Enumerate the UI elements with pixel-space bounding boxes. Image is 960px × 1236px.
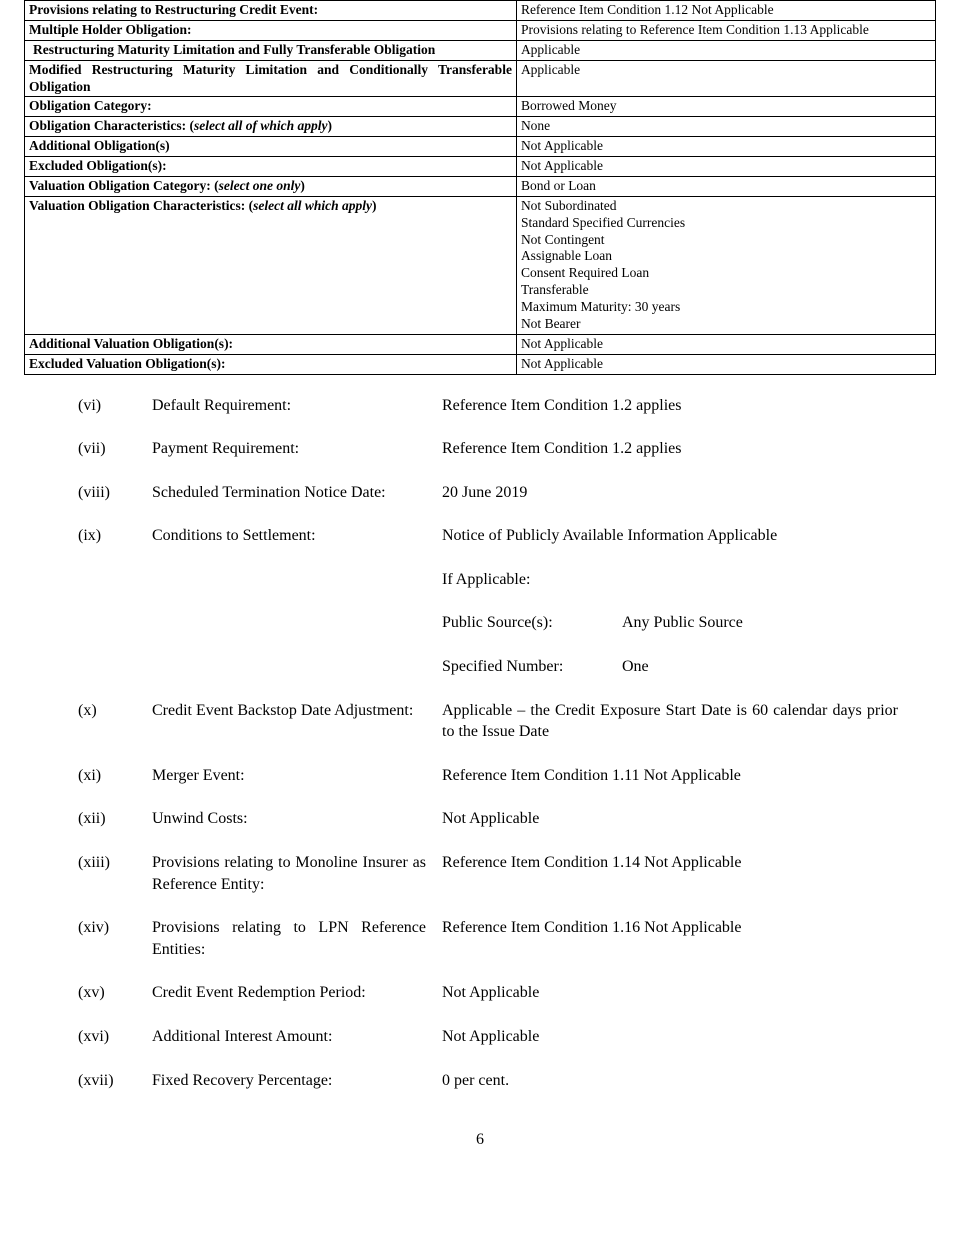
table-row: Additional Valuation Obligation(s):Not A…	[25, 334, 936, 354]
item-label: Unwind Costs:	[152, 808, 442, 830]
item-x: (x) Credit Event Backstop Date Adjustmen…	[78, 700, 898, 743]
item-viii: (viii) Scheduled Termination Notice Date…	[78, 482, 898, 504]
roman-numeral: (xiii)	[78, 852, 152, 895]
item-xv: (xv) Credit Event Redemption Period: Not…	[78, 982, 898, 1004]
row-value: Borrowed Money	[516, 97, 935, 117]
table-row: Provisions relating to Restructuring Cre…	[25, 1, 936, 21]
item-value: Reference Item Condition 1.16 Not Applic…	[442, 917, 898, 960]
row-value: Not Applicable	[516, 354, 935, 374]
item-label: Merger Event:	[152, 765, 442, 787]
roman-numeral: (xvi)	[78, 1026, 152, 1048]
item-value: Reference Item Condition 1.2 applies	[442, 395, 898, 417]
row-value: Reference Item Condition 1.12 Not Applic…	[516, 1, 935, 21]
table-row: Modified Restructuring Maturity Limitati…	[25, 60, 936, 97]
roman-numeral: (xii)	[78, 808, 152, 830]
item-label: Credit Event Redemption Period:	[152, 982, 442, 1004]
settlement-specified-number: Specified Number: One	[442, 656, 898, 678]
kv-value: Any Public Source	[622, 612, 743, 634]
row-label: Multiple Holder Obligation:	[25, 20, 517, 40]
row-value: Not Applicable	[516, 157, 935, 177]
items-section: (vi) Default Requirement: Reference Item…	[24, 395, 936, 1092]
obligation-table: Provisions relating to Restructuring Cre…	[24, 0, 936, 375]
row-label: Excluded Obligation(s):	[25, 157, 517, 177]
item-value: Not Applicable	[442, 982, 898, 1004]
item-xvi: (xvi) Additional Interest Amount: Not Ap…	[78, 1026, 898, 1048]
kv-key: Public Source(s):	[442, 612, 622, 634]
table-row: Valuation Obligation Category: (select o…	[25, 176, 936, 196]
roman-numeral: (xv)	[78, 982, 152, 1004]
table-row: Restructuring Maturity Limitation and Fu…	[25, 40, 936, 60]
table-row: Additional Obligation(s)Not Applicable	[25, 137, 936, 157]
item-value: Applicable – the Credit Exposure Start D…	[442, 700, 898, 743]
table-row: Obligation Category:Borrowed Money	[25, 97, 936, 117]
item-value: Reference Item Condition 1.2 applies	[442, 438, 898, 460]
item-value: Reference Item Condition 1.14 Not Applic…	[442, 852, 898, 895]
item-xi: (xi) Merger Event: Reference Item Condit…	[78, 765, 898, 787]
item-label: Fixed Recovery Percentage:	[152, 1070, 442, 1092]
row-value: Not Subordinated Standard Specified Curr…	[516, 196, 935, 334]
row-label: Obligation Category:	[25, 97, 517, 117]
table-row: Multiple Holder Obligation:Provisions re…	[25, 20, 936, 40]
table-row: Valuation Obligation Characteristics: (s…	[25, 196, 936, 334]
row-value: None	[516, 117, 935, 137]
row-value: Not Applicable	[516, 334, 935, 354]
item-value: 20 June 2019	[442, 482, 898, 504]
row-label: Additional Obligation(s)	[25, 137, 517, 157]
table-row: Obligation Characteristics: (select all …	[25, 117, 936, 137]
row-value: Applicable	[516, 60, 935, 97]
roman-numeral: (ix)	[78, 525, 152, 677]
item-xiv: (xiv) Provisions relating to LPN Referen…	[78, 917, 898, 960]
roman-numeral: (xiv)	[78, 917, 152, 960]
item-label: Conditions to Settlement:	[152, 525, 442, 677]
item-value: Reference Item Condition 1.11 Not Applic…	[442, 765, 898, 787]
page-number: 6	[24, 1131, 936, 1149]
row-label: Valuation Obligation Category: (select o…	[25, 176, 517, 196]
item-label: Credit Event Backstop Date Adjustment:	[152, 700, 442, 743]
roman-numeral: (x)	[78, 700, 152, 743]
item-label: Default Requirement:	[152, 395, 442, 417]
item-value-block: Notice of Publicly Available Information…	[442, 525, 898, 677]
item-label: Additional Interest Amount:	[152, 1026, 442, 1048]
roman-numeral: (viii)	[78, 482, 152, 504]
row-value: Not Applicable	[516, 137, 935, 157]
roman-numeral: (vii)	[78, 438, 152, 460]
kv-value: One	[622, 656, 649, 678]
item-xvii: (xvii) Fixed Recovery Percentage: 0 per …	[78, 1070, 898, 1092]
roman-numeral: (vi)	[78, 395, 152, 417]
item-label: Payment Requirement:	[152, 438, 442, 460]
item-value: 0 per cent.	[442, 1070, 898, 1092]
settlement-line2: If Applicable:	[442, 569, 898, 591]
table-row: Excluded Valuation Obligation(s):Not App…	[25, 354, 936, 374]
item-ix: (ix) Conditions to Settlement: Notice of…	[78, 525, 898, 677]
roman-numeral: (xi)	[78, 765, 152, 787]
row-label: Additional Valuation Obligation(s):	[25, 334, 517, 354]
row-value: Provisions relating to Reference Item Co…	[516, 20, 935, 40]
item-label: Provisions relating to Monoline Insurer …	[152, 852, 442, 895]
row-label: Provisions relating to Restructuring Cre…	[25, 1, 517, 21]
row-label: Valuation Obligation Characteristics: (s…	[25, 196, 517, 334]
row-value: Applicable	[516, 40, 935, 60]
item-value: Not Applicable	[442, 808, 898, 830]
item-vi: (vi) Default Requirement: Reference Item…	[78, 395, 898, 417]
row-label: Excluded Valuation Obligation(s):	[25, 354, 517, 374]
item-xii: (xii) Unwind Costs: Not Applicable	[78, 808, 898, 830]
row-label: Modified Restructuring Maturity Limitati…	[25, 60, 517, 97]
settlement-public-source: Public Source(s): Any Public Source	[442, 612, 898, 634]
roman-numeral: (xvii)	[78, 1070, 152, 1092]
row-label: Restructuring Maturity Limitation and Fu…	[25, 40, 517, 60]
item-xiii: (xiii) Provisions relating to Monoline I…	[78, 852, 898, 895]
row-value: Bond or Loan	[516, 176, 935, 196]
item-label: Provisions relating to LPN Reference Ent…	[152, 917, 442, 960]
row-label: Obligation Characteristics: (select all …	[25, 117, 517, 137]
kv-key: Specified Number:	[442, 656, 622, 678]
settlement-line1: Notice of Publicly Available Information…	[442, 525, 898, 547]
item-value: Not Applicable	[442, 1026, 898, 1048]
item-vii: (vii) Payment Requirement: Reference Ite…	[78, 438, 898, 460]
item-label: Scheduled Termination Notice Date:	[152, 482, 442, 504]
table-row: Excluded Obligation(s):Not Applicable	[25, 157, 936, 177]
